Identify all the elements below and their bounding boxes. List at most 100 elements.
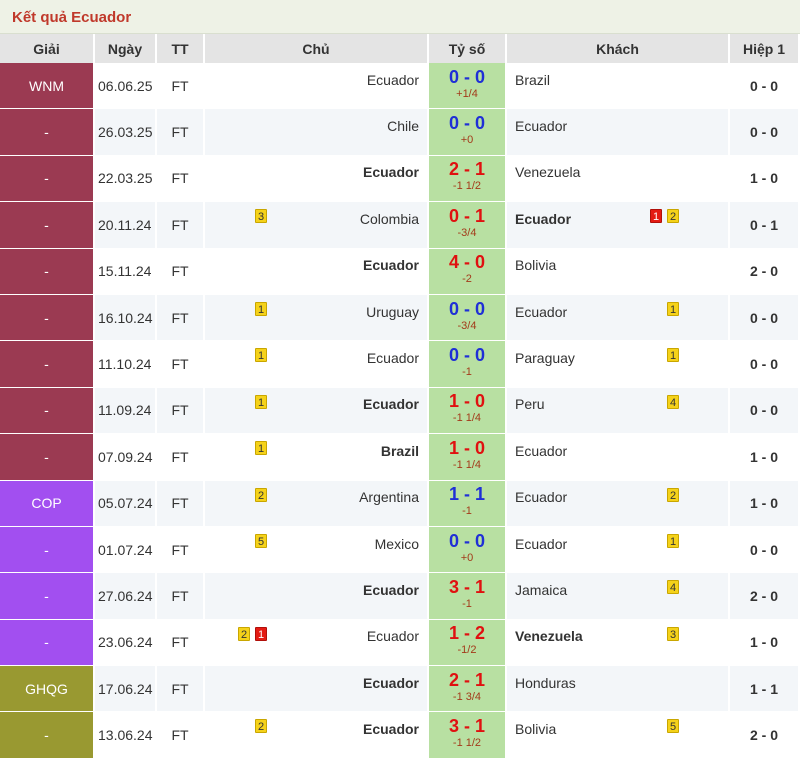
league-cell[interactable]: - — [0, 155, 95, 203]
league-cell[interactable]: - — [0, 341, 95, 388]
table-row[interactable]: -11.10.24 FT Ecuador 1 0 - 0 -1 Paraguay 1 0 - 0 — [0, 341, 800, 388]
full-time-score[interactable]: 0 - 0 — [448, 345, 486, 366]
away-team-name[interactable]: Ecuador — [515, 442, 568, 459]
away-team-cell[interactable]: Venezuela 3 — [507, 619, 730, 667]
league-cell[interactable]: GHQG — [0, 666, 95, 713]
score-cell[interactable]: 0 - 1 -3/4 — [429, 202, 507, 249]
away-team-cell[interactable]: Brazil — [507, 63, 730, 110]
score-cell[interactable]: 0 - 0 -1 — [429, 341, 507, 388]
home-team-name[interactable]: Argentina — [359, 489, 419, 506]
away-team-cell[interactable]: Ecuador — [507, 109, 730, 156]
home-team-name[interactable]: Brazil — [380, 442, 419, 459]
home-team-cell[interactable]: Chile — [205, 109, 429, 156]
table-row[interactable]: -15.11.24 FT Ecuador 4 - 0 -2 Bolivia 2 - 0 — [0, 248, 800, 295]
league-cell[interactable]: - — [0, 712, 95, 759]
full-time-score[interactable]: 0 - 0 — [448, 66, 486, 87]
score-cell[interactable]: 1 - 1 -1 — [429, 480, 507, 527]
home-team-cell[interactable]: Ecuador 1 — [205, 341, 429, 388]
table-row[interactable]: -22.03.25 FT Ecuador 2 - 1 -1 1/2 Venezuela 1 … — [0, 155, 800, 203]
away-team-name[interactable]: Venezuela — [515, 164, 581, 181]
table-row[interactable]: GHQG 17.06.24 FT Ecuador 2 - 1 -1 3/4 Honduras… — [0, 666, 800, 713]
home-team-name[interactable]: Ecuador — [366, 628, 419, 645]
full-time-score[interactable]: 0 - 0 — [448, 298, 486, 319]
home-team-name[interactable]: Uruguay — [366, 303, 419, 320]
home-team-cell[interactable]: Ecuador — [205, 666, 429, 713]
table-row[interactable]: -07.09.24 FT Brazil 1 1 - 0 -1 1/4 Ecuador 1 - … — [0, 434, 800, 481]
full-time-score[interactable]: 4 - 0 — [448, 252, 486, 273]
score-cell[interactable]: 1 - 2 -1/2 — [429, 619, 507, 667]
home-team-cell[interactable]: Ecuador — [205, 63, 429, 110]
header-score[interactable]: Tỷ số — [429, 34, 507, 63]
header-league[interactable]: Giải — [0, 34, 95, 63]
table-row[interactable]: -26.03.25 FT Chile 0 - 0 +0 Ecuador 0 - 0 — [0, 109, 800, 156]
away-team-name[interactable]: Brazil — [515, 71, 551, 88]
header-away[interactable]: Khách — [507, 34, 730, 63]
home-team-cell[interactable]: Ecuador — [205, 155, 429, 203]
score-cell[interactable]: 3 - 1 -1 — [429, 573, 507, 620]
away-team-cell[interactable]: Paraguay 1 — [507, 341, 730, 388]
away-team-name[interactable]: Paraguay — [515, 350, 575, 367]
home-team-cell[interactable]: Uruguay 1 — [205, 294, 429, 342]
table-row[interactable]: -11.09.24 FT Ecuador 1 1 - 0 -1 1/4 Peru 4 0 - 0 — [0, 387, 800, 435]
header-date[interactable]: Ngày — [95, 34, 157, 63]
away-team-name[interactable]: Bolivia — [515, 257, 557, 274]
home-team-name[interactable]: Ecuador — [366, 71, 419, 88]
home-team-cell[interactable]: Ecuador 2 — [205, 712, 429, 759]
home-team-name[interactable]: Ecuador — [362, 164, 419, 181]
full-time-score[interactable]: 2 - 1 — [448, 159, 486, 180]
league-cell[interactable]: - — [0, 202, 95, 249]
home-team-name[interactable]: Colombia — [359, 210, 419, 227]
away-team-cell[interactable]: Ecuador 1 — [507, 526, 730, 574]
away-team-cell[interactable]: Ecuador 1 2 — [507, 202, 730, 249]
away-team-name[interactable]: Ecuador — [515, 303, 568, 320]
home-team-cell[interactable]: Ecuador — [205, 248, 429, 295]
home-team-cell[interactable]: Colombia 3 — [205, 202, 429, 249]
home-team-name[interactable]: Ecuador — [366, 350, 419, 367]
home-team-cell[interactable]: Ecuador 1 — [205, 387, 429, 435]
away-team-cell[interactable]: Venezuela — [507, 155, 730, 203]
league-cell[interactable]: - — [0, 387, 95, 435]
score-cell[interactable]: 1 - 0 -1 1/4 — [429, 387, 507, 435]
away-team-name[interactable]: Ecuador — [515, 210, 572, 227]
league-cell[interactable]: - — [0, 109, 95, 156]
header-status[interactable]: TT — [157, 34, 205, 63]
away-team-name[interactable]: Honduras — [515, 674, 576, 691]
header-home[interactable]: Chủ — [205, 34, 429, 63]
away-team-cell[interactable]: Bolivia — [507, 248, 730, 295]
home-team-cell[interactable]: Argentina 2 — [205, 480, 429, 527]
full-time-score[interactable]: 3 - 1 — [448, 576, 486, 597]
score-cell[interactable]: 1 - 0 -1 1/4 — [429, 434, 507, 481]
league-cell[interactable]: - — [0, 619, 95, 667]
home-team-name[interactable]: Ecuador — [362, 257, 419, 274]
away-team-name[interactable]: Venezuela — [515, 628, 583, 645]
score-cell[interactable]: 0 - 0 +1/4 — [429, 63, 507, 110]
home-team-name[interactable]: Ecuador — [362, 396, 419, 413]
table-row[interactable]: -23.06.24 FT Ecuador 2 1 1 - 2 -1/2 Venezuela 3 1… — [0, 619, 800, 667]
table-row[interactable]: WNM 06.06.25 FT Ecuador 0 - 0 +1/4 Brazil 0 - 0 — [0, 63, 800, 110]
table-row[interactable]: -01.07.24 FT Mexico 5 0 - 0 +0 Ecuador 1 0 - 0 — [0, 526, 800, 574]
score-cell[interactable]: 0 - 0 +0 — [429, 109, 507, 156]
full-time-score[interactable]: 1 - 2 — [448, 623, 486, 644]
full-time-score[interactable]: 2 - 1 — [448, 669, 486, 690]
full-time-score[interactable]: 3 - 1 — [448, 716, 486, 737]
away-team-cell[interactable]: Ecuador 2 — [507, 480, 730, 527]
away-team-cell[interactable]: Bolivia 5 — [507, 712, 730, 759]
league-cell[interactable]: - — [0, 248, 95, 295]
home-team-cell[interactable]: Mexico 5 — [205, 526, 429, 574]
full-time-score[interactable]: 0 - 0 — [448, 530, 486, 551]
home-team-name[interactable]: Ecuador — [362, 674, 419, 691]
home-team-cell[interactable]: Ecuador 2 1 — [205, 619, 429, 667]
away-team-cell[interactable]: Peru 4 — [507, 387, 730, 435]
score-cell[interactable]: 2 - 1 -1 3/4 — [429, 666, 507, 713]
full-time-score[interactable]: 0 - 0 — [448, 113, 486, 134]
score-cell[interactable]: 4 - 0 -2 — [429, 248, 507, 295]
league-cell[interactable]: COP — [0, 480, 95, 527]
home-team-name[interactable]: Chile — [387, 118, 419, 135]
league-cell[interactable]: WNM — [0, 63, 95, 110]
table-row[interactable]: -27.06.24 FT Ecuador 3 - 1 -1 Jamaica 4 2 - 0 — [0, 573, 800, 620]
away-team-name[interactable]: Ecuador — [515, 118, 568, 135]
header-halftime[interactable]: Hiệp 1 — [730, 34, 800, 63]
home-team-name[interactable]: Ecuador — [362, 721, 419, 738]
away-team-cell[interactable]: Honduras — [507, 666, 730, 713]
score-cell[interactable]: 2 - 1 -1 1/2 — [429, 155, 507, 203]
